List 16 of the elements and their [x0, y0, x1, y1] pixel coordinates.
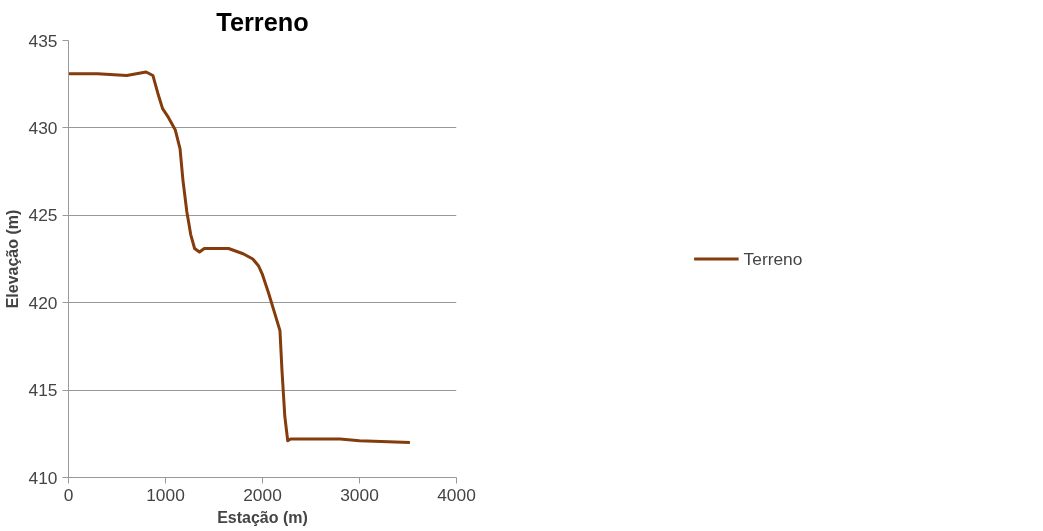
x-tick-label: 4000	[437, 484, 476, 505]
line-series	[68, 70, 412, 445]
legend-label: Terreno	[743, 248, 803, 269]
x-tick-label: 2000	[243, 484, 282, 505]
y-tick-label: 425	[28, 205, 58, 226]
y-tick-label: 420	[28, 292, 58, 313]
x-tick-label: 0	[63, 484, 74, 505]
x-axis-title: Estação (m)	[217, 508, 308, 526]
y-tick-label: 430	[28, 117, 58, 138]
y-tick-label: 435	[28, 30, 58, 51]
y-tick-label: 415	[28, 380, 58, 401]
y-axis-title: Elevação (m)	[3, 209, 21, 309]
x-tick-label: 1000	[146, 484, 185, 505]
y-tick-label: 410	[28, 467, 58, 488]
x-tick-label: 3000	[340, 484, 379, 505]
chart-title: Terreno	[216, 7, 309, 36]
